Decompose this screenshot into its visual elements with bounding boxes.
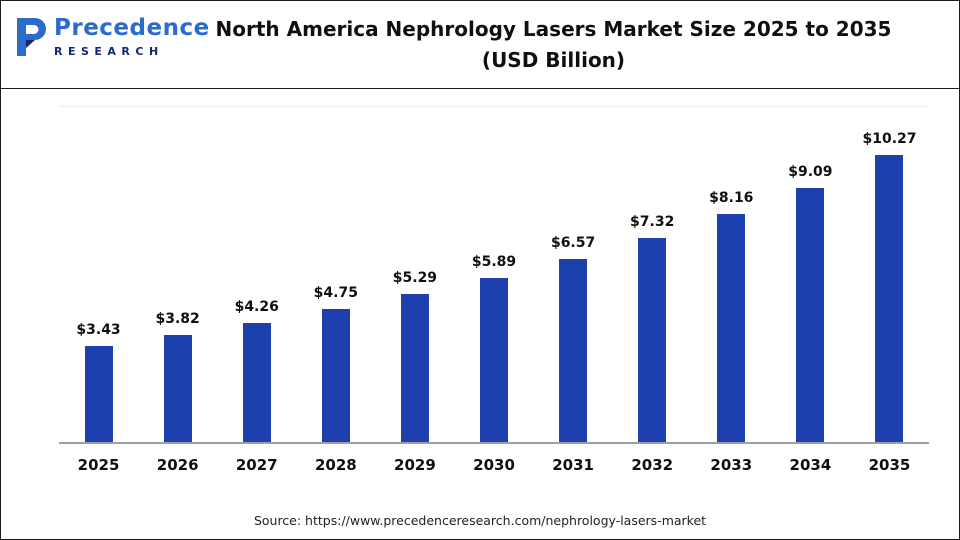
bar-value-label-2029: $5.29: [392, 270, 438, 287]
bar-2030: [480, 277, 509, 442]
bar-value-label-2028: $4.75: [313, 285, 358, 302]
bar-column-2033: $8.16: [692, 107, 771, 442]
bar-value-label-2033: $8.16: [709, 190, 754, 207]
bar-2034: [796, 188, 825, 442]
bar-column-2025: $3.43: [59, 107, 138, 442]
bar-value-label-2031: $6.57: [550, 234, 596, 251]
bar-2025: [84, 346, 113, 442]
bar-value-label-2034: $9.09: [788, 164, 833, 181]
bar-column-2026: $3.82: [138, 107, 217, 442]
bar-2035: [875, 155, 904, 442]
bar-value-label-2035: $10.27: [862, 131, 917, 148]
chart-header: Precedence RESEARCH North America Nephro…: [1, 1, 959, 89]
chart-title: North America Nephrology Lasers Market S…: [176, 14, 931, 76]
x-tick-2026: 2026: [156, 456, 199, 474]
brand-subtitle: RESEARCH: [54, 45, 164, 58]
bar-column-2034: $9.09: [771, 107, 850, 442]
bar-column-2032: $7.32: [613, 107, 692, 442]
bar-column-2027: $4.26: [217, 107, 296, 442]
bar-value-label-2027: $4.26: [234, 299, 279, 316]
brand-name: Precedence: [54, 15, 210, 41]
x-tick-2035: 2035: [868, 456, 911, 474]
bar-2028: [321, 309, 350, 442]
brand-logo: Precedence RESEARCH: [15, 17, 210, 58]
x-tick-2028: 2028: [314, 456, 357, 474]
x-tick-2031: 2031: [552, 456, 594, 474]
bar-column-2029: $5.29: [375, 107, 454, 442]
precedence-logo-icon: [17, 18, 46, 56]
plot-area: $3.43 $3.82 $4.26 $4.75 $5.29 $5.89 $6.57 $7.32…: [59, 106, 929, 444]
x-tick-2025: 2025: [77, 456, 120, 474]
bar-column-2035: $10.27: [850, 107, 929, 442]
chart-title-line2: (USD Billion): [481, 47, 626, 72]
bar-value-label-2026: $3.82: [155, 311, 200, 328]
x-tick-2030: 2030: [473, 456, 515, 474]
source-note: Source: https://www.precedenceresearch.c…: [253, 513, 707, 528]
x-tick-2027: 2027: [235, 456, 278, 474]
x-tick-2034: 2034: [789, 456, 832, 474]
bar-2029: [400, 294, 429, 442]
bar-chart: $3.43 $3.82 $4.26 $4.75 $5.29 $5.89 $6.57 $7.32…: [1, 90, 959, 539]
bar-2031: [559, 258, 588, 442]
bar-value-label-2025: $3.43: [76, 322, 121, 339]
bar-2033: [717, 214, 746, 442]
bar-2032: [638, 237, 667, 442]
x-tick-2029: 2029: [394, 456, 436, 474]
chart-title-line1: North America Nephrology Lasers Market S…: [215, 16, 892, 41]
bar-column-2028: $4.75: [296, 107, 375, 442]
bar-value-label-2030: $5.89: [471, 253, 517, 270]
bar-value-label-2032: $7.32: [630, 213, 675, 230]
bar-column-2030: $5.89: [454, 107, 533, 442]
x-tick-2032: 2032: [631, 456, 674, 474]
x-axis: 2025 2026 2027 2028 2029 2030 2031 2032 2033 2034…: [59, 444, 929, 474]
bar-2027: [242, 323, 271, 442]
bar-column-2031: $6.57: [534, 107, 613, 442]
brand-logo-text: Precedence RESEARCH: [54, 15, 210, 59]
x-tick-2033: 2033: [710, 456, 753, 474]
bar-2026: [163, 335, 192, 442]
